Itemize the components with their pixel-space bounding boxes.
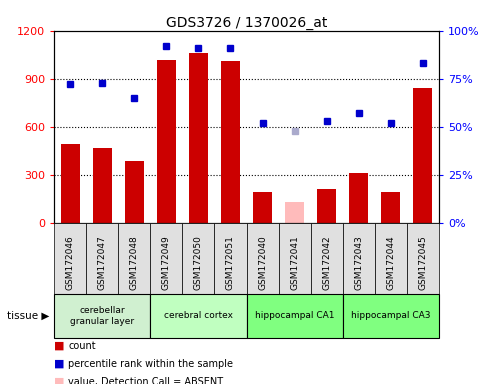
Text: GSM172040: GSM172040 [258, 235, 267, 290]
Text: GSM172045: GSM172045 [418, 235, 427, 290]
Text: GSM172050: GSM172050 [194, 235, 203, 290]
Text: hippocampal CA1: hippocampal CA1 [255, 311, 334, 320]
Bar [189, 53, 208, 223]
Text: count: count [68, 341, 96, 351]
Bar [125, 161, 144, 223]
Bar [157, 60, 176, 223]
Title: GDS3726 / 1370026_at: GDS3726 / 1370026_at [166, 16, 327, 30]
Bar [61, 144, 80, 223]
Text: ■: ■ [54, 341, 65, 351]
Text: ■: ■ [54, 359, 65, 369]
Text: GSM172049: GSM172049 [162, 235, 171, 290]
Text: ■: ■ [54, 377, 65, 384]
Text: value, Detection Call = ABSENT: value, Detection Call = ABSENT [68, 377, 223, 384]
Text: GSM172051: GSM172051 [226, 235, 235, 290]
Text: GSM172041: GSM172041 [290, 235, 299, 290]
Text: GSM172042: GSM172042 [322, 235, 331, 290]
Bar [349, 173, 368, 223]
Bar [221, 61, 240, 223]
Text: tissue ▶: tissue ▶ [7, 311, 49, 321]
Text: GSM172043: GSM172043 [354, 235, 363, 290]
Text: GSM172047: GSM172047 [98, 235, 107, 290]
Text: GSM172044: GSM172044 [386, 235, 395, 290]
Text: cerebellar
granular layer: cerebellar granular layer [70, 306, 135, 326]
Bar [253, 192, 272, 223]
Text: hippocampal CA3: hippocampal CA3 [351, 311, 430, 320]
Text: GSM172046: GSM172046 [66, 235, 75, 290]
Bar [381, 192, 400, 223]
Text: GSM172048: GSM172048 [130, 235, 139, 290]
Bar [317, 189, 336, 223]
Text: percentile rank within the sample: percentile rank within the sample [68, 359, 233, 369]
Bar [413, 88, 432, 223]
Bar [93, 147, 112, 223]
Text: cerebral cortex: cerebral cortex [164, 311, 233, 320]
Bar [285, 202, 304, 223]
